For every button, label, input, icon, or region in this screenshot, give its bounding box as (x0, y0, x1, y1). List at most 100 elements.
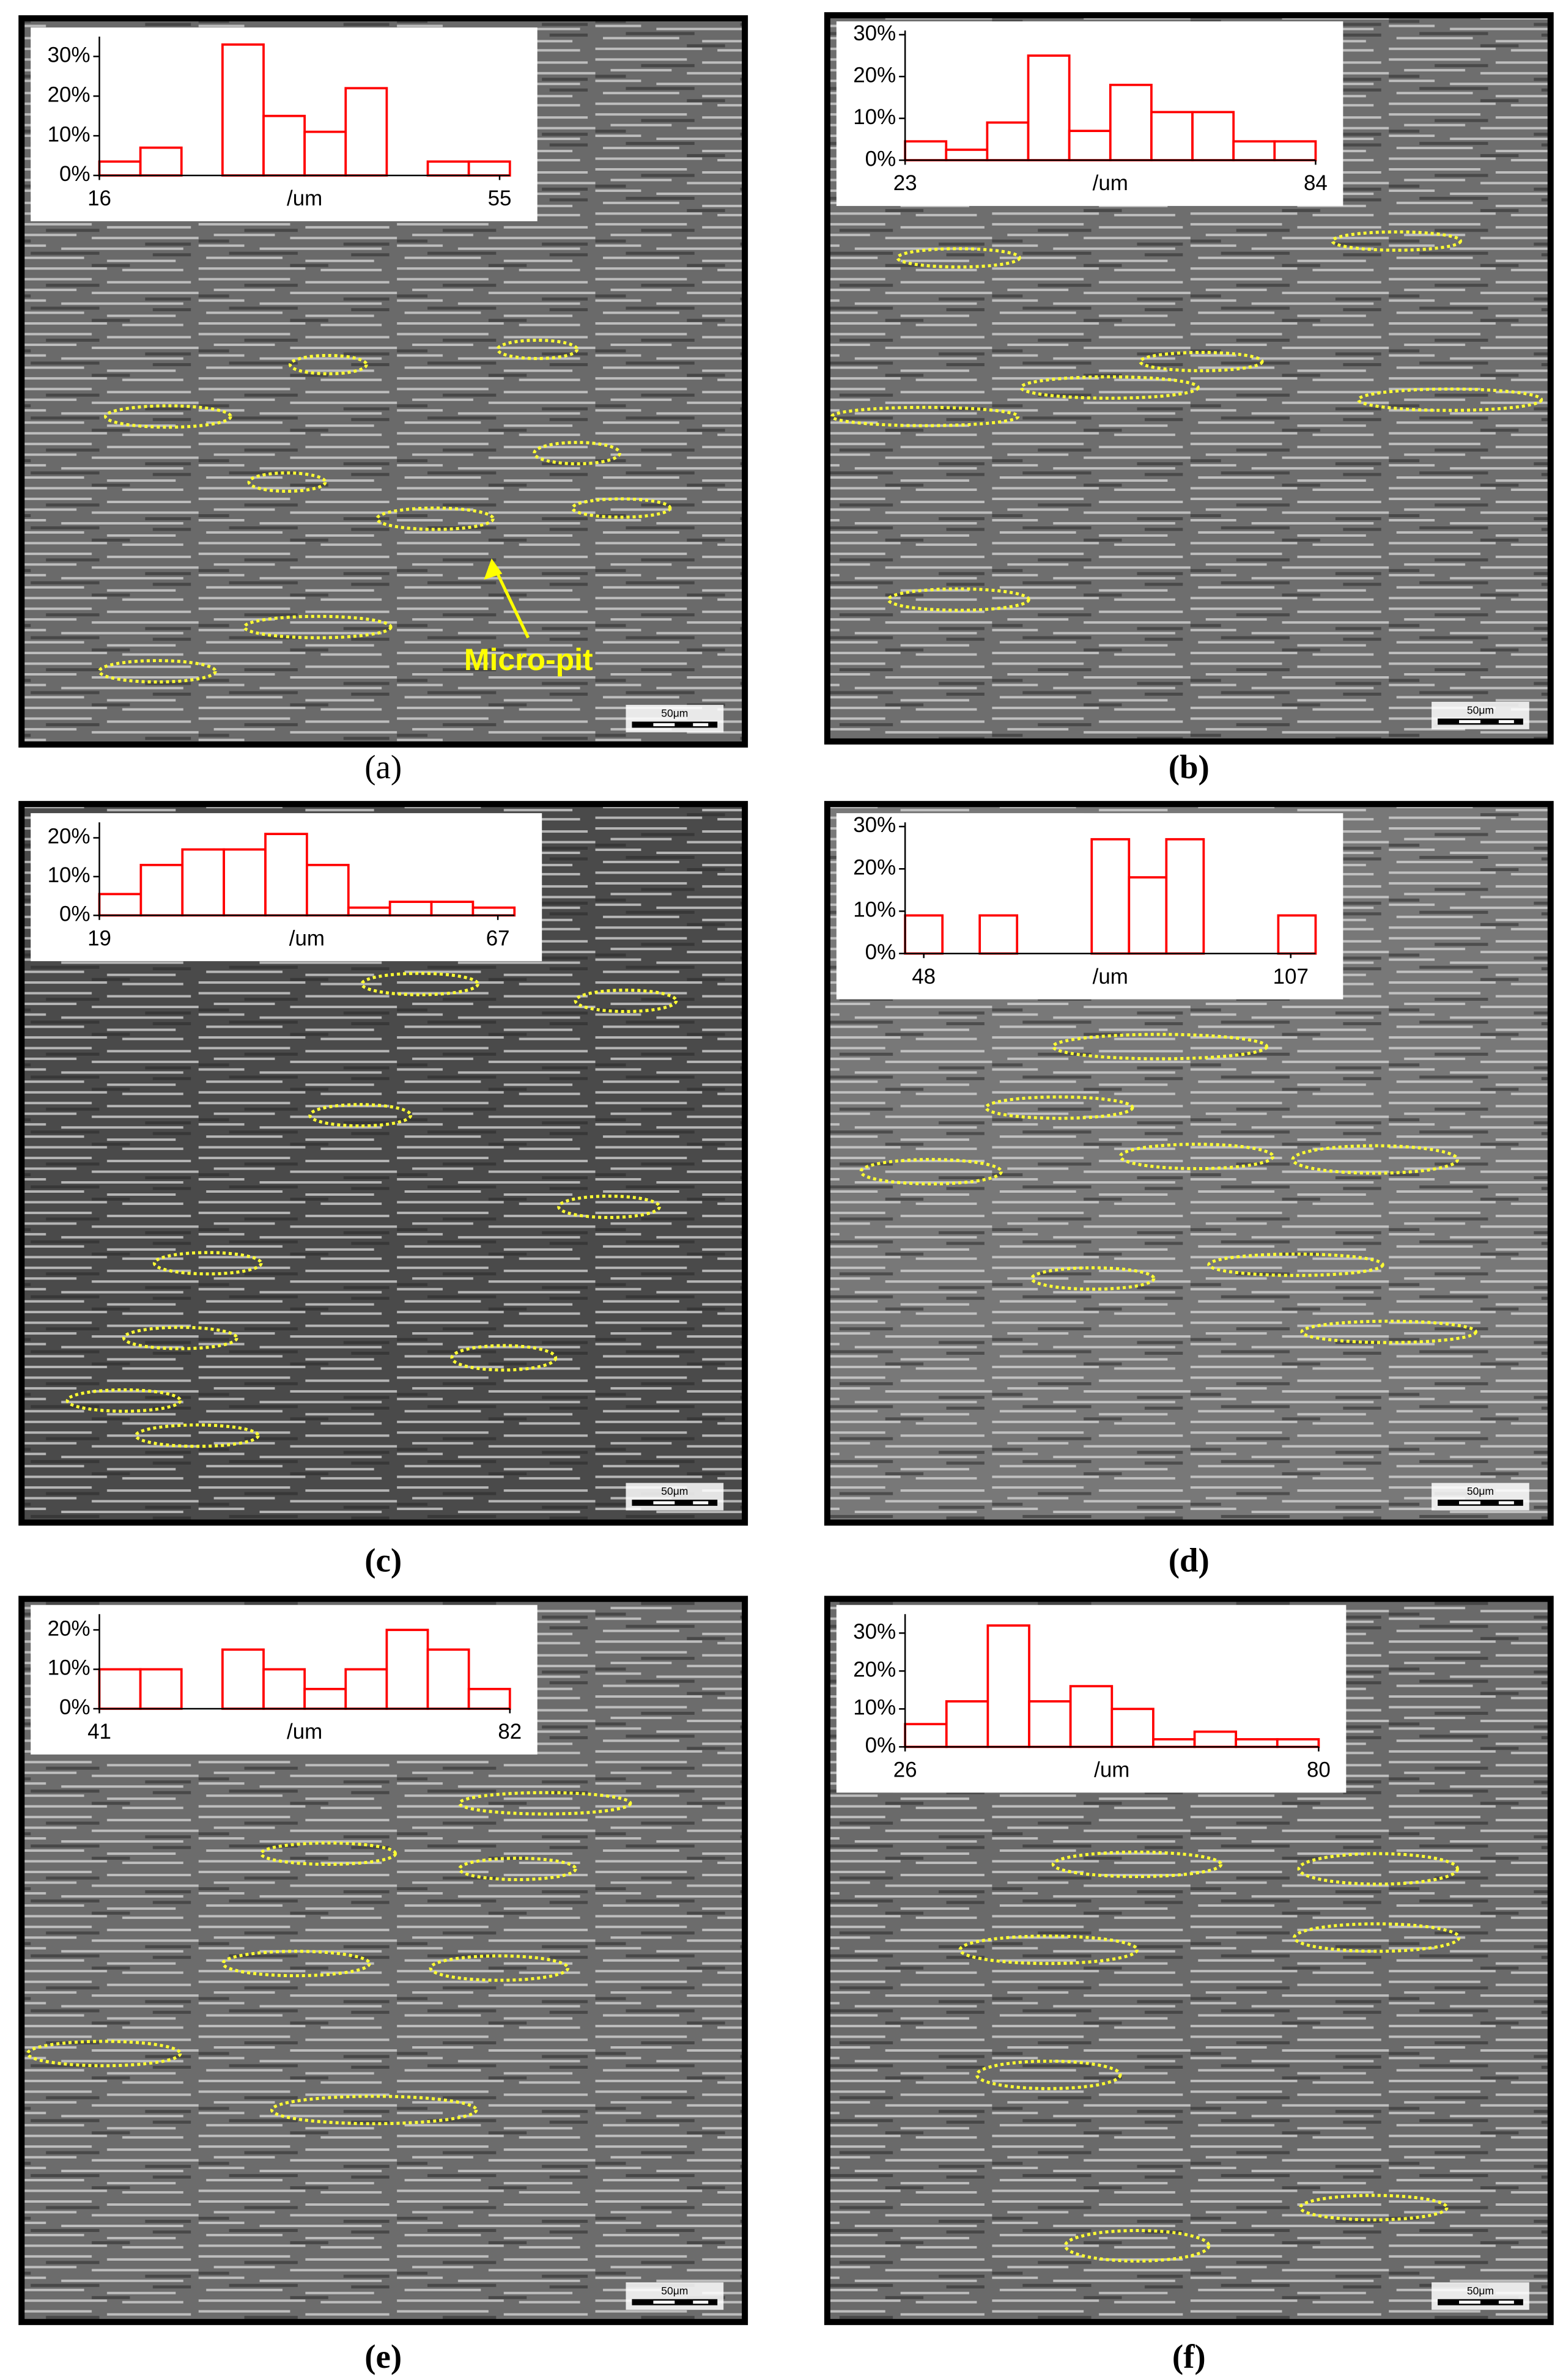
micro-pit-marker (270, 2094, 478, 2126)
histogram-bar (467, 1687, 511, 1710)
x-axis-label: /um (287, 186, 322, 210)
histogram-bar (426, 1648, 470, 1710)
micro-pit-marker (1331, 230, 1462, 252)
histogram-bar (904, 914, 944, 955)
scale-bar-segment (1498, 1501, 1514, 1505)
histogram-bar (1109, 83, 1153, 161)
micro-pit-marker (958, 1934, 1139, 1966)
panel-caption: (a) (364, 748, 402, 786)
histogram-bar (303, 130, 347, 177)
histogram-bar (1193, 1730, 1238, 1748)
scale-bar-segment (1498, 720, 1514, 723)
histogram-bar (1232, 140, 1276, 161)
y-tick-label: 20% (853, 63, 896, 87)
histogram-bar (306, 863, 350, 917)
histogram-bar (945, 1700, 989, 1748)
y-tick-label: 20% (853, 1658, 896, 1682)
micro-pit-marker (98, 659, 217, 683)
annotation-arrowhead (484, 558, 503, 580)
histogram-bar (221, 43, 265, 177)
y-tick-label: 10% (853, 105, 896, 129)
histogram-bar (181, 848, 226, 917)
histogram-bar (98, 1668, 142, 1710)
micro-pit-marker (243, 614, 393, 639)
scale-bar-segment (653, 723, 675, 726)
y-tick-label: 10% (853, 1696, 896, 1720)
scale-bar-segment (693, 1501, 709, 1505)
scale-bar-segment (653, 1501, 675, 1505)
y-tick-label: 10% (48, 122, 91, 146)
x-tick-label: 82 (498, 1720, 522, 1744)
x-axis-label: /um (289, 926, 325, 950)
y-tick-label: 20% (853, 855, 896, 879)
micro-pit-marker (1300, 1319, 1477, 1344)
micro-pit-marker (1298, 2194, 1449, 2222)
panel-caption: (c) (364, 1541, 402, 1579)
scale-bar-label: 50μm (1467, 1485, 1494, 1497)
scale-bar-segment (1459, 2301, 1480, 2304)
micro-pit-marker (1292, 1922, 1461, 1953)
scale-bar-segment (693, 2301, 709, 2304)
histogram-bar (978, 914, 1019, 955)
y-tick-label: 0% (865, 940, 896, 964)
histogram-bar (344, 87, 388, 177)
panel-caption: (b) (1169, 748, 1210, 786)
y-tick-label: 10% (48, 1656, 91, 1680)
panel-frame (824, 801, 1554, 1526)
histogram-bar (1090, 838, 1131, 955)
micro-pit-marker (896, 247, 1021, 269)
panel-frame (18, 801, 748, 1526)
annotation: Micro-pit (464, 643, 593, 677)
micro-pit-marker (288, 353, 368, 375)
y-tick-label: 20% (48, 1616, 91, 1640)
histogram-bar (262, 1668, 306, 1710)
histogram-bar (385, 1629, 429, 1710)
panel-frame (824, 1596, 1554, 2326)
histogram-bar (1273, 140, 1317, 161)
histogram-bar (262, 114, 306, 177)
histogram-bar (264, 833, 308, 917)
micro-pit-marker (247, 471, 327, 493)
histogram-bar (467, 160, 511, 177)
x-tick-label: 26 (893, 1758, 917, 1782)
histogram-bar (1165, 838, 1205, 955)
micro-pit-marker (574, 989, 678, 1014)
micro-pit-marker (450, 1344, 558, 1372)
micro-pit-marker (1207, 1252, 1384, 1277)
histogram-bar (1028, 1700, 1072, 1748)
histogram-bar (945, 149, 989, 161)
micro-pit-marker (557, 1194, 661, 1219)
micro-pit-marker (360, 971, 479, 997)
y-tick-label: 20% (48, 83, 91, 106)
histogram-bar (1128, 876, 1168, 955)
histogram-bar (986, 1624, 1030, 1748)
y-tick-label: 0% (865, 1734, 896, 1758)
histogram-bar (426, 160, 470, 177)
inset (836, 21, 1343, 206)
y-tick-label: 10% (853, 898, 896, 922)
scale-bar-segment (653, 2301, 675, 2304)
micro-pit-marker (1030, 1266, 1156, 1291)
x-axis-label: /um (1094, 1758, 1129, 1782)
scale-bar-label: 50μm (1467, 2285, 1494, 2297)
histogram-bar (1069, 1685, 1114, 1748)
micro-pit-marker (830, 405, 1020, 427)
x-tick-label: 84 (1304, 171, 1328, 195)
micro-pit-marker (308, 1103, 413, 1128)
panel-frame (824, 12, 1554, 745)
micro-pit-marker (975, 2059, 1122, 2090)
micro-pit-marker (26, 2039, 182, 2068)
y-tick-label: 30% (853, 21, 896, 45)
histogram-bar (221, 1648, 265, 1710)
micro-pit-marker (1051, 1033, 1269, 1061)
x-axis-label: /um (1093, 965, 1128, 989)
histogram-bar (139, 1668, 183, 1710)
scale-bar-segment (693, 723, 709, 726)
histogram-bar (1191, 111, 1235, 161)
scale-bar-segment (1498, 2301, 1514, 2304)
micro-pit-marker (1291, 1144, 1460, 1175)
histogram-bar (344, 1668, 388, 1710)
histogram-bar (139, 146, 183, 177)
x-axis-label: /um (1093, 171, 1128, 195)
